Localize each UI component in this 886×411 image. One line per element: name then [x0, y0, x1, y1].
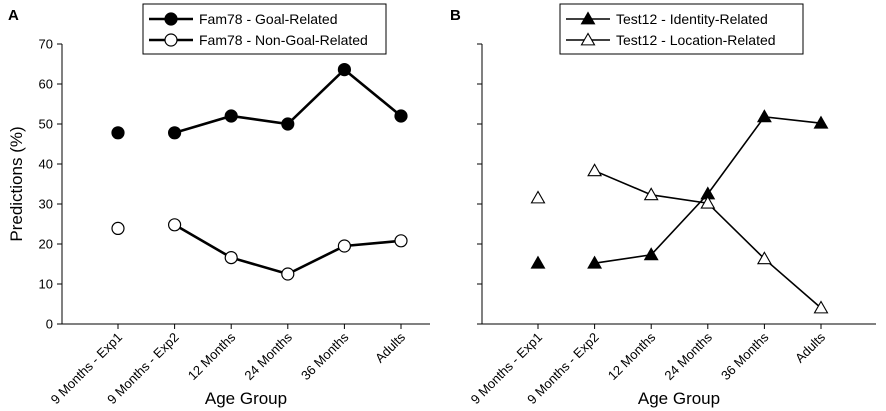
data-point — [587, 163, 603, 177]
x-tick-label: 12 Months — [185, 329, 239, 383]
data-point — [756, 109, 772, 123]
y-tick-label: 50 — [39, 117, 53, 132]
data-point — [394, 234, 408, 248]
data-point — [530, 255, 546, 269]
legend-marker — [164, 12, 178, 26]
data-point — [337, 239, 351, 253]
series-2 — [111, 218, 408, 281]
data-point — [281, 267, 295, 281]
legend: Test12 - Identity-Related Test12 - Locati… — [559, 3, 804, 55]
data-point — [643, 187, 659, 201]
series-1 — [530, 109, 829, 269]
data-point — [168, 218, 182, 232]
y-tick-label: 30 — [39, 197, 53, 212]
legend-box — [142, 3, 387, 55]
y-tick-label: 40 — [39, 157, 53, 172]
panel-label-a: A — [8, 7, 19, 24]
data-point — [111, 221, 125, 235]
data-point — [111, 126, 125, 140]
legend-marker — [164, 33, 178, 47]
x-axis-title: Age Group — [638, 389, 720, 408]
data-point — [643, 247, 659, 261]
series-line — [173, 223, 402, 276]
data-point — [281, 117, 295, 131]
legend-label: Test12 - Identity-Related — [616, 11, 768, 27]
legend-item: Test12 - Location-Related — [566, 32, 776, 48]
data-point — [700, 195, 716, 209]
data-point — [813, 115, 829, 129]
x-tick-label: 24 Months — [661, 329, 715, 383]
x-axis-title: Age Group — [205, 389, 287, 408]
data-point — [224, 251, 238, 265]
legend-item: Fam78 - Non-Goal-Related — [149, 32, 368, 48]
legend-marker — [580, 11, 596, 25]
x-tick-label: Adults — [792, 329, 829, 366]
data-point — [756, 251, 772, 265]
legend-item: Test12 - Identity-Related — [566, 11, 768, 27]
y-tick-label: 0 — [46, 317, 53, 332]
y-tick-label: 20 — [39, 237, 53, 252]
y-tick-label: 60 — [39, 77, 53, 92]
legend-box — [559, 3, 804, 55]
data-point — [394, 109, 408, 123]
y-tick-label: 10 — [39, 277, 53, 292]
series-2 — [530, 163, 829, 314]
panel-label-b: B — [450, 7, 461, 24]
data-point — [224, 109, 238, 123]
legend-label: Fam78 - Goal-Related — [199, 11, 338, 27]
legend-item: Fam78 - Goal-Related — [149, 11, 338, 27]
legend: Fam78 - Goal-Related Fam78 - Non-Goal-Rel… — [142, 3, 387, 55]
x-tick-label: 36 Months — [718, 329, 772, 383]
legend-marker — [580, 32, 596, 46]
data-point — [813, 300, 829, 314]
data-point — [587, 255, 603, 269]
x-tick-label: 24 Months — [241, 329, 295, 383]
y-axis-title: Predictions (%) — [7, 126, 26, 241]
legend-label: Test12 - Location-Related — [616, 32, 776, 48]
x-tick-label: 12 Months — [605, 329, 659, 383]
data-point — [337, 62, 351, 77]
data-point — [530, 190, 546, 204]
data-point — [168, 126, 182, 140]
x-tick-label: 36 Months — [298, 329, 352, 383]
legend-label: Fam78 - Non-Goal-Related — [199, 32, 368, 48]
x-tick-label: Adults — [372, 329, 409, 366]
series-1 — [111, 62, 408, 140]
y-tick-label: 70 — [39, 37, 53, 52]
